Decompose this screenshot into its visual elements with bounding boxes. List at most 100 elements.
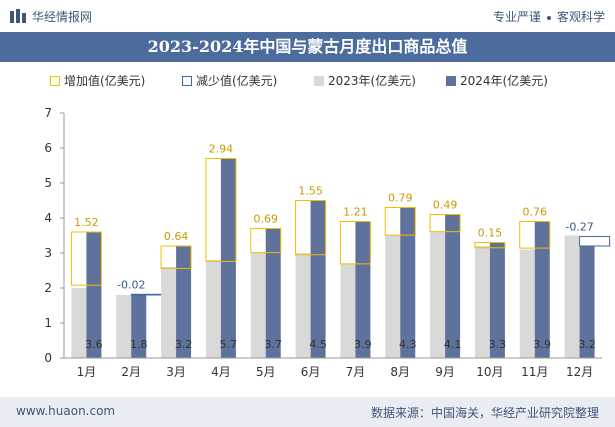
- bar-2024: [265, 228, 281, 358]
- bar-2024: [310, 200, 326, 358]
- x-tick-label: 6月: [301, 365, 321, 379]
- bar-2023: [250, 253, 266, 358]
- slogan: 专业严谨 客观科学: [493, 8, 605, 25]
- change-box-increase: [429, 214, 461, 233]
- change-label: 1.52: [74, 216, 99, 229]
- change-box-increase: [250, 228, 282, 254]
- x-tick-label: 10月: [476, 365, 503, 379]
- legend-swatch-increase: [50, 76, 60, 86]
- y-tick-label: 2: [44, 281, 52, 295]
- value-label-2024: 4.5: [309, 338, 327, 351]
- legend-item-increase: 增加值(亿美元): [50, 72, 145, 89]
- title-bar: 2023-2024年中国与蒙古月度出口商品总值: [0, 32, 615, 62]
- change-label: 2.94: [209, 143, 234, 156]
- legend-item-decrease: 减少值(亿美元): [182, 72, 277, 89]
- x-tick-label: 1月: [77, 365, 97, 379]
- bar-2024: [176, 246, 192, 358]
- change-box-decrease: [130, 293, 162, 296]
- slogan-left: 专业严谨: [492, 10, 541, 24]
- bar-2023: [161, 267, 177, 358]
- legend-label-decrease: 减少值(亿美元): [196, 74, 278, 88]
- x-tick-label: 3月: [166, 365, 186, 379]
- x-tick-label: 11月: [521, 365, 548, 379]
- change-label: 0.76: [523, 206, 548, 219]
- bar-2024: [534, 221, 550, 358]
- change-label: 0.15: [478, 227, 503, 240]
- change-label: 0.79: [388, 192, 413, 205]
- legend-label-increase: 增加值(亿美元): [64, 74, 146, 88]
- bar-2023: [474, 246, 490, 358]
- bar-2023: [385, 235, 401, 358]
- footer-source: 数据来源：中国海关，华经产业研究院整理: [370, 406, 599, 420]
- value-label-2024: 5.7: [220, 338, 238, 351]
- change-label: 1.55: [298, 185, 323, 198]
- value-label-2024: 4.3: [399, 338, 417, 351]
- x-tick-label: 7月: [346, 365, 366, 379]
- y-tick-label: 0: [44, 351, 52, 365]
- change-box-increase: [205, 158, 237, 262]
- bar-2024: [579, 246, 595, 358]
- x-tick-label: 9月: [435, 365, 455, 379]
- value-label-2024: 3.2: [175, 338, 193, 351]
- change-label: 1.21: [343, 206, 368, 219]
- footer-website: www.huaon.com: [16, 404, 116, 418]
- y-tick-label: 4: [44, 211, 52, 225]
- chart-title: 2023-2024年中国与蒙古月度出口商品总值: [147, 37, 468, 56]
- legend-swatch-2024: [446, 76, 456, 86]
- slogan-right: 客观科学: [556, 10, 605, 24]
- value-label-2024: 3.3: [489, 338, 507, 351]
- change-label: 0.69: [254, 213, 279, 226]
- value-label-2024: 3.6: [85, 338, 103, 351]
- legend-swatch-2023: [314, 76, 324, 86]
- bar-2024: [400, 207, 416, 358]
- x-tick-label: 5月: [256, 365, 276, 379]
- value-label-2024: 3.9: [354, 338, 372, 351]
- legend-item-2024: 2024年(亿美元): [446, 72, 548, 89]
- bars: 1.52 3.6 -0.02 1.8 0.64 3.2 2.94 5.7 0.69 3.7 1.55…: [70, 143, 611, 358]
- x-tick-label: 8月: [390, 365, 410, 379]
- bar-2023: [71, 288, 87, 358]
- legend-label-2024: 2024年(亿美元): [460, 74, 548, 88]
- bar-2024: [489, 242, 505, 358]
- change-box-increase: [295, 200, 327, 256]
- bar-2023: [519, 249, 535, 358]
- top-bar: 华经情报网 专业严谨 客观科学: [0, 0, 615, 32]
- change-box-increase: [474, 242, 506, 249]
- change-box-increase: [384, 207, 416, 236]
- y-tick-label: 1: [44, 316, 52, 330]
- legend-swatch-decrease: [182, 76, 192, 86]
- brand-logo-icon: [10, 9, 26, 23]
- x-tick-label: 12月: [566, 365, 593, 379]
- value-label-2024: 3.2: [578, 338, 596, 351]
- x-tick-label: 4月: [211, 365, 231, 379]
- change-label: 0.64: [164, 230, 189, 243]
- bar-2023: [295, 253, 311, 358]
- footer: www.huaon.com 数据来源：中国海关，华经产业研究院整理: [0, 397, 615, 427]
- value-label-2024: 1.8: [130, 338, 148, 351]
- change-label: -0.27: [565, 221, 593, 234]
- value-label-2024: 3.9: [534, 338, 552, 351]
- bar-2023: [116, 295, 132, 358]
- y-tick-label: 5: [44, 176, 52, 190]
- y-tick-label: 3: [44, 246, 52, 260]
- legend-item-2023: 2023年(亿美元): [314, 72, 416, 89]
- bar-2023: [430, 232, 446, 358]
- brand-name: 华经情报网: [32, 10, 93, 24]
- bar-2024: [86, 232, 102, 358]
- bar-2024: [355, 221, 371, 358]
- bar-2024: [131, 295, 147, 358]
- change-label: -0.02: [117, 278, 145, 291]
- change-box-decrease: [579, 236, 611, 247]
- x-axis: 1月 2月 3月 4月 5月 6月 7月 8月 9月 10月 11月 12月: [64, 357, 602, 379]
- value-label-2024: 3.7: [265, 338, 283, 351]
- legend-label-2023: 2023年(亿美元): [328, 74, 416, 88]
- value-label-2024: 4.1: [444, 338, 462, 351]
- change-label: 0.49: [433, 199, 458, 212]
- slogan-dot: [546, 15, 551, 20]
- bar-2024: [445, 214, 461, 358]
- y-tick-label: 6: [44, 141, 52, 155]
- change-box-increase: [160, 245, 192, 269]
- x-tick-label: 2月: [121, 365, 141, 379]
- change-box-increase: [339, 221, 371, 265]
